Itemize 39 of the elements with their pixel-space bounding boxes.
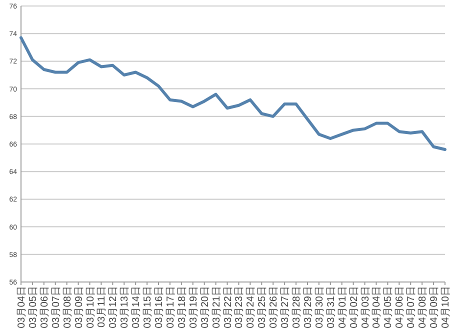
- x-tick-label: 03月05日: [28, 286, 39, 328]
- x-tick-label: 03月15日: [142, 286, 154, 328]
- x-tick-label: 03月13日: [120, 286, 131, 328]
- x-tick-label: 03月04日: [16, 286, 28, 328]
- x-tick-label: 04月02日: [348, 286, 360, 328]
- x-tick-label: 03月21日: [211, 286, 222, 328]
- x-tick-label: 03月09日: [74, 286, 85, 328]
- x-tick-label: 04月01日: [337, 286, 348, 328]
- x-tick-label: 04月05日: [383, 286, 394, 328]
- x-tick-label: 03月24日: [246, 286, 257, 328]
- x-tick-label: 03月12日: [108, 286, 120, 328]
- line-series: [20, 36, 446, 152]
- x-tick-label: 03月26日: [268, 286, 280, 328]
- x-tick-label: 04月08日: [418, 286, 429, 328]
- x-tick-label: 03月29日: [302, 286, 314, 328]
- x-tick-label: 03月25日: [257, 286, 268, 328]
- x-tick-label: 03月17日: [165, 286, 176, 328]
- x-tick-label: 03月23日: [234, 286, 246, 328]
- x-tick-label: 03月08日: [62, 286, 74, 328]
- x-tick-label: 03月28日: [292, 286, 303, 328]
- x-tick-label: 03月30日: [314, 286, 326, 328]
- x-tick-label: 03月27日: [280, 286, 292, 328]
- x-tick-label: 03月16日: [154, 286, 166, 328]
- x-tick-label: 03月31日: [326, 286, 337, 328]
- x-tick-label: 03月18日: [176, 286, 188, 328]
- x-tick-label: 04月04日: [372, 286, 383, 328]
- x-tick-label: 04月03日: [360, 286, 372, 328]
- x-tick-label: 03月14日: [131, 286, 142, 328]
- x-tick-label: 03月11日: [96, 286, 108, 328]
- x-tick-label: 03月10日: [85, 286, 96, 328]
- x-tick-label: 03月22日: [222, 286, 234, 328]
- x-tick-label: 04月07日: [406, 286, 418, 328]
- x-tick-label: 04月06日: [394, 286, 406, 328]
- x-tick-label: 03月19日: [188, 286, 200, 328]
- x-tick-label: 03月20日: [200, 286, 211, 328]
- x-tick-label: 03月07日: [50, 286, 62, 328]
- x-tick-label: 04月09日: [429, 286, 440, 328]
- x-tick-label: 03月06日: [39, 286, 50, 328]
- x-tick-label: 04月10日: [440, 286, 452, 328]
